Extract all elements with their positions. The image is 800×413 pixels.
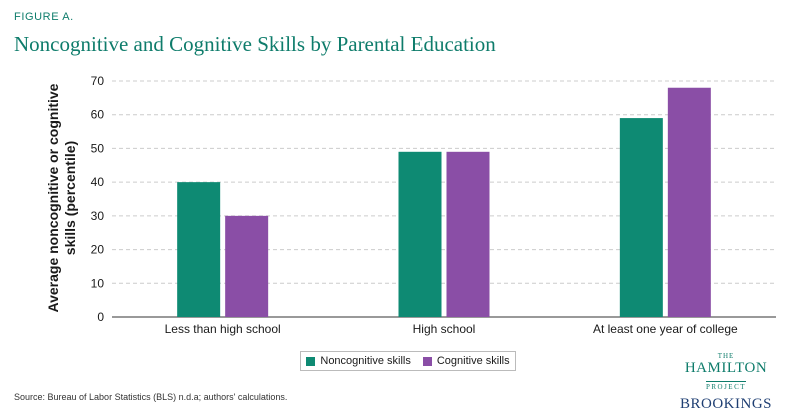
bar (446, 151, 490, 317)
logo-the: THE (717, 352, 735, 360)
logo-project: PROJECT (705, 381, 747, 391)
legend-label-noncognitive: Noncognitive skills (320, 355, 411, 367)
legend-swatch-noncognitive (306, 356, 316, 366)
y-tick-label: 20 (91, 243, 105, 257)
bar (619, 118, 663, 317)
legend-swatch-cognitive (422, 356, 432, 366)
source-note: Source: Bureau of Labor Statistics (BLS)… (14, 392, 288, 402)
y-tick-label: 30 (91, 209, 105, 223)
bar (667, 87, 711, 317)
bar (398, 151, 442, 317)
legend-item-noncognitive: Noncognitive skills (306, 355, 411, 367)
y-tick-label: 40 (91, 175, 105, 189)
x-tick-label: Less than high school (165, 322, 281, 336)
chart-title: Noncognitive and Cognitive Skills by Par… (14, 32, 496, 56)
logo-brookings: BROOKINGS (679, 396, 772, 412)
bar-chart: 0 10 20 30 40 50 60 70 Less than high school High… (91, 74, 776, 336)
y-tick-label: 50 (91, 141, 105, 155)
y-tick-label: 70 (91, 74, 105, 88)
y-tick-label: 0 (97, 310, 104, 324)
hamilton-brookings-logo: THE HAMILTON PROJECT BROOKINGS (676, 352, 776, 413)
logo-hamilton: HAMILTON (684, 360, 768, 376)
bar (225, 215, 269, 317)
bar (177, 182, 221, 317)
legend-item-cognitive: Cognitive skills (422, 355, 510, 367)
x-tick-label: At least one year of college (593, 322, 738, 336)
chart-legend: Noncognitive skills Cognitive skills (300, 351, 516, 371)
y-tick-label: 60 (91, 108, 105, 122)
legend-label-cognitive: Cognitive skills (436, 355, 510, 367)
x-tick-label: High school (413, 322, 476, 336)
figure-label: FIGURE A. (14, 11, 74, 23)
y-tick-label: 10 (91, 276, 105, 290)
